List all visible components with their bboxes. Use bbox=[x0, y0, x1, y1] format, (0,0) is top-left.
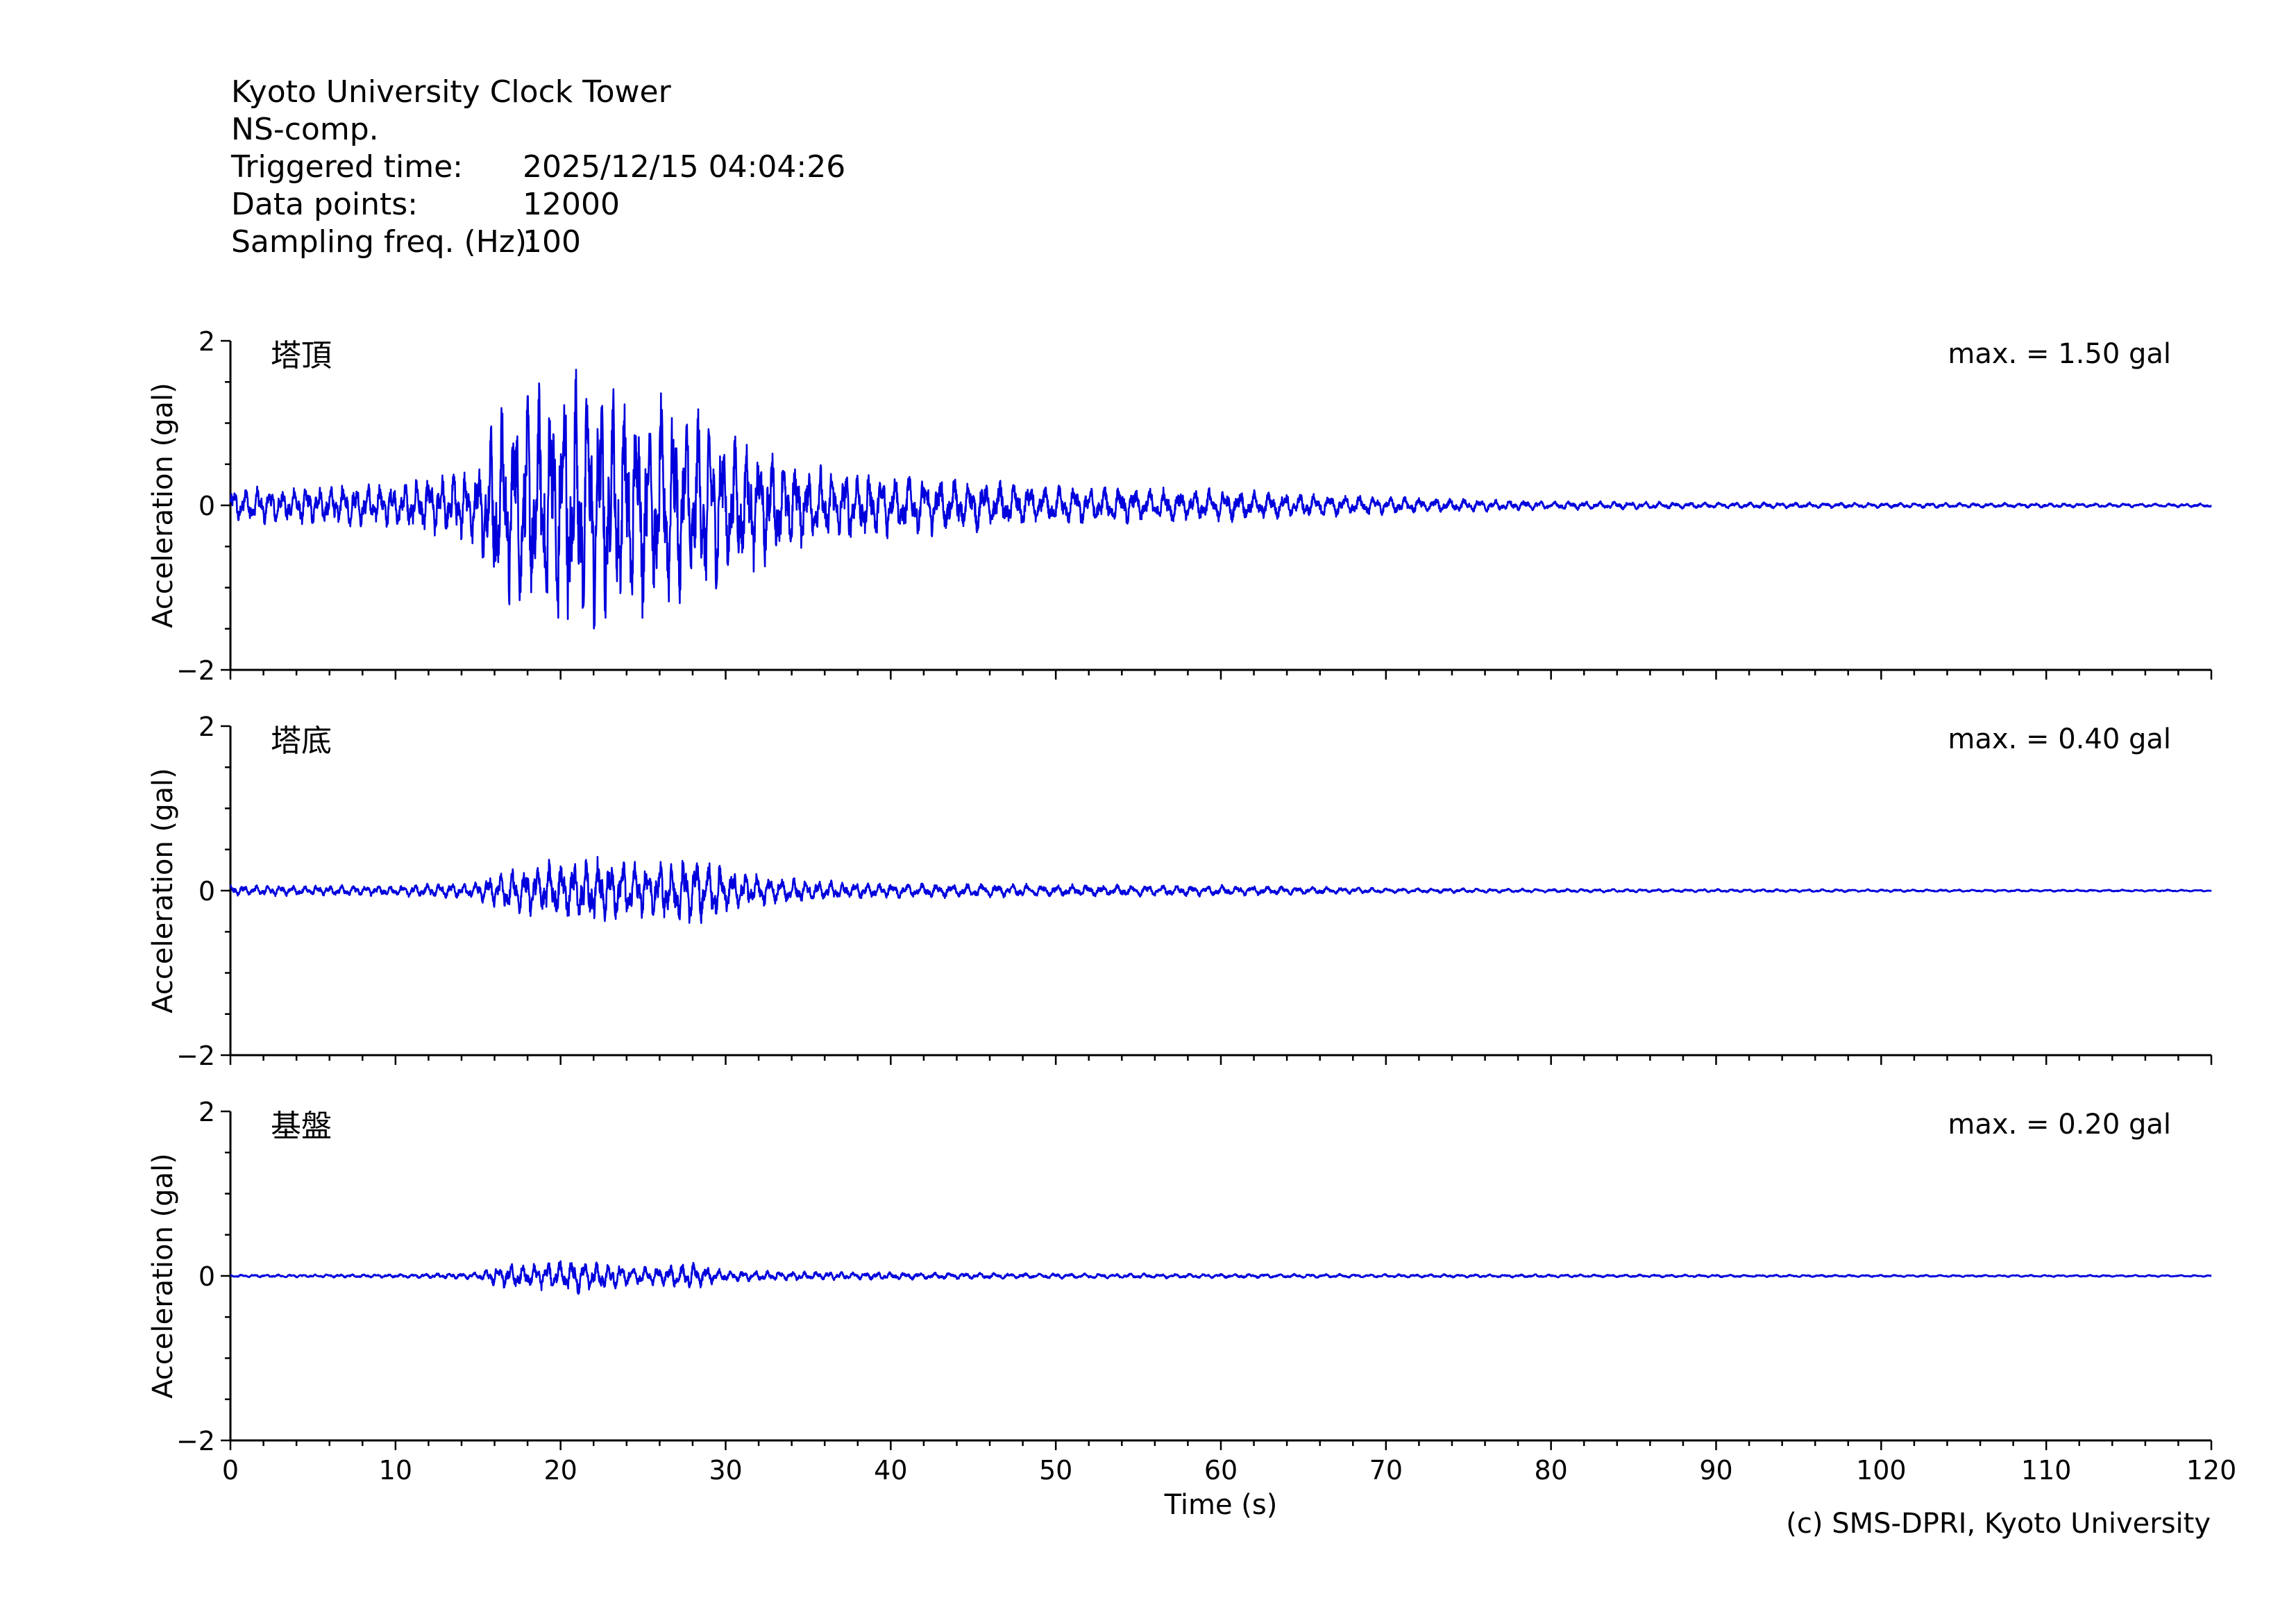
sampling-freq-row: Sampling freq. (Hz):100 bbox=[231, 224, 845, 261]
x-tick-label: 10 bbox=[379, 1455, 412, 1486]
panel-label: 基盤 bbox=[271, 1109, 332, 1144]
y-tick-label: −2 bbox=[176, 655, 215, 686]
x-tick-label: 90 bbox=[1699, 1455, 1732, 1486]
y-tick-label: −2 bbox=[176, 1041, 215, 1071]
sampling-freq-value: 100 bbox=[523, 224, 581, 260]
y-tick-label: 0 bbox=[199, 876, 215, 907]
panel-1: −2 0 2 Acceleration (gal) 塔頂 max. = 1.50 gal bbox=[147, 326, 2213, 686]
x-tick-label: 20 bbox=[543, 1455, 577, 1486]
y-tick-label: 2 bbox=[199, 712, 215, 742]
x-tick-label: 30 bbox=[709, 1455, 742, 1486]
max-label: max. = 1.50 gal bbox=[1948, 338, 2171, 370]
data-points-value: 12000 bbox=[523, 187, 620, 222]
y-tick-label: −2 bbox=[176, 1426, 215, 1456]
panel-label: 塔頂 bbox=[271, 338, 332, 373]
x-tick-label: 0 bbox=[222, 1455, 239, 1486]
y-tick-label: 2 bbox=[199, 326, 215, 357]
y-axis-label: Acceleration (gal) bbox=[147, 382, 179, 628]
y-tick-label: 0 bbox=[199, 1261, 215, 1292]
triggered-time-row: Triggered time: 2025/12/15 04:04:26 bbox=[231, 149, 845, 186]
panel-2: −2 0 2 Acceleration (gal) 塔底 max. = 0.40 gal bbox=[147, 712, 2213, 1071]
copyright-notice: (c) SMS-DPRI, Kyoto University bbox=[1786, 1508, 2211, 1540]
data-points-row: Data points: 12000 bbox=[231, 186, 845, 224]
y-tick-label: 0 bbox=[199, 491, 215, 521]
data-points-label: Data points: bbox=[231, 187, 419, 222]
x-tick-label: 120 bbox=[2186, 1455, 2237, 1486]
x-tick-label: 110 bbox=[2021, 1455, 2072, 1486]
panel-label: 塔底 bbox=[271, 723, 332, 759]
x-tick-label: 80 bbox=[1534, 1455, 1567, 1486]
waveform-trace bbox=[229, 369, 2212, 630]
sampling-freq-label: Sampling freq. (Hz): bbox=[231, 224, 537, 260]
triggered-time-value: 2025/12/15 04:04:26 bbox=[523, 149, 846, 185]
x-tick-label: 100 bbox=[1856, 1455, 1907, 1486]
component-label: NS-comp. bbox=[231, 112, 379, 147]
triggered-time-label: Triggered time: bbox=[231, 149, 463, 185]
y-axis-label: Acceleration (gal) bbox=[147, 768, 179, 1014]
y-tick-label: 2 bbox=[199, 1097, 215, 1127]
x-tick-label: 50 bbox=[1039, 1455, 1072, 1486]
record-header: Kyoto University Clock Tower NS-comp. Tr… bbox=[231, 74, 845, 261]
waveform-trace bbox=[229, 856, 2212, 924]
x-tick-label: 70 bbox=[1369, 1455, 1403, 1486]
x-tick-label: 60 bbox=[1204, 1455, 1238, 1486]
x-axis-label: Time (s) bbox=[1164, 1489, 1278, 1521]
station-name: Kyoto University Clock Tower bbox=[231, 74, 671, 110]
max-label: max. = 0.40 gal bbox=[1948, 723, 2171, 755]
max-label: max. = 0.20 gal bbox=[1948, 1109, 2171, 1141]
y-axis-label: Acceleration (gal) bbox=[147, 1153, 179, 1399]
waveform-trace bbox=[230, 1260, 2212, 1295]
x-tick-label: 40 bbox=[874, 1455, 907, 1486]
